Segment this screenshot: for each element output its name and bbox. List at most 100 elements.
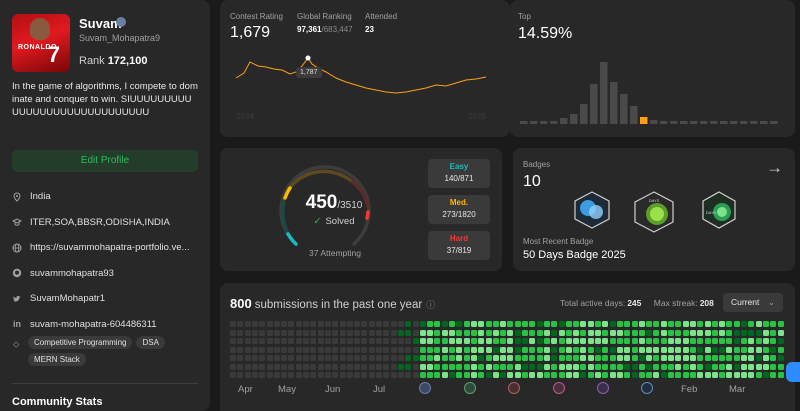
histogram-bar[interactable] <box>590 84 598 124</box>
heatmap-cell[interactable] <box>646 372 653 378</box>
heatmap-cell[interactable] <box>675 363 682 370</box>
heatmap-cell[interactable] <box>383 355 390 361</box>
heatmap-cell[interactable] <box>595 321 601 327</box>
histogram-bar[interactable] <box>640 117 648 124</box>
heatmap-cell[interactable] <box>646 338 653 344</box>
heatmap-cell[interactable] <box>697 372 704 378</box>
heatmap-cell[interactable] <box>412 329 419 336</box>
heatmap-cell[interactable] <box>237 355 244 361</box>
heatmap-cell[interactable] <box>726 363 733 370</box>
heatmap-cell[interactable] <box>230 372 236 378</box>
heatmap-cell[interactable] <box>361 372 368 378</box>
heatmap-cell[interactable] <box>733 346 740 353</box>
heatmap-cell[interactable] <box>558 321 565 327</box>
heatmap-cell[interactable] <box>536 346 543 353</box>
heatmap-cell[interactable] <box>646 355 653 361</box>
heatmap-cell[interactable] <box>354 363 361 370</box>
heatmap-cell[interactable] <box>251 321 258 327</box>
heatmap-cell[interactable] <box>689 338 696 344</box>
heatmap-cell[interactable] <box>741 363 747 370</box>
heatmap-cell[interactable] <box>573 329 580 336</box>
heatmap-cell[interactable] <box>470 338 477 344</box>
heatmap-cell[interactable] <box>463 338 470 344</box>
heatmap-cell[interactable] <box>441 372 448 378</box>
heatmap-cell[interactable] <box>631 329 638 336</box>
badge-icon[interactable] <box>597 382 609 394</box>
arrow-right-icon[interactable]: → <box>766 158 783 177</box>
heatmap-cell[interactable] <box>470 363 477 370</box>
heatmap-cell[interactable] <box>762 346 769 353</box>
heatmap-cell[interactable] <box>777 338 784 344</box>
histogram-bar[interactable] <box>680 121 688 124</box>
heatmap-cell[interactable] <box>638 355 645 361</box>
heatmap-cell[interactable] <box>273 363 280 370</box>
heatmap-cell[interactable] <box>595 329 601 336</box>
chat-button[interactable] <box>786 362 800 382</box>
heatmap-cell[interactable] <box>660 363 667 370</box>
heatmap-cell[interactable] <box>762 363 769 370</box>
heatmap-cell[interactable] <box>405 372 412 378</box>
heatmap-cell[interactable] <box>697 346 704 353</box>
heatmap-cell[interactable] <box>624 372 631 378</box>
heatmap-cell[interactable] <box>558 329 565 336</box>
heatmap-cell[interactable] <box>230 329 236 336</box>
heatmap-cell[interactable] <box>310 355 317 361</box>
heatmap-cell[interactable] <box>609 363 616 370</box>
heatmap-cell[interactable] <box>456 329 463 336</box>
heatmap-cell[interactable] <box>419 355 426 361</box>
easy-stat[interactable]: Easy 140/871 <box>428 159 490 188</box>
heatmap-cell[interactable] <box>419 363 426 370</box>
heatmap-cell[interactable] <box>551 321 558 327</box>
heatmap-cell[interactable] <box>755 346 762 353</box>
heatmap-cell[interactable] <box>668 363 674 370</box>
heatmap-cell[interactable] <box>697 321 704 327</box>
heatmap-cell[interactable] <box>704 321 711 327</box>
heatmap-cell[interactable] <box>558 363 565 370</box>
heatmap-cell[interactable] <box>711 329 718 336</box>
heatmap-cell[interactable] <box>616 329 623 336</box>
heatmap-cell[interactable] <box>770 346 777 353</box>
heatmap-cell[interactable] <box>427 329 434 336</box>
heatmap-cell[interactable] <box>412 321 419 327</box>
rating-line-chart[interactable] <box>230 40 500 125</box>
period-select[interactable]: Current ⌄ <box>723 293 783 312</box>
heatmap-cell[interactable] <box>434 321 441 327</box>
heatmap-cell[interactable] <box>478 355 485 361</box>
heatmap-cell[interactable] <box>682 338 689 344</box>
heatmap-cell[interactable] <box>719 321 726 327</box>
heatmap-cell[interactable] <box>777 329 784 336</box>
histogram-bar[interactable] <box>520 121 528 124</box>
heatmap-cell[interactable] <box>668 355 674 361</box>
heatmap-cell[interactable] <box>500 355 507 361</box>
heatmap-cell[interactable] <box>368 338 375 344</box>
heatmap-cell[interactable] <box>295 363 302 370</box>
heatmap-cell[interactable] <box>303 346 309 353</box>
heatmap-cell[interactable] <box>324 346 331 353</box>
heatmap-cell[interactable] <box>726 321 733 327</box>
heatmap-cell[interactable] <box>368 329 375 336</box>
heatmap-cell[interactable] <box>638 321 645 327</box>
heatmap-cell[interactable] <box>324 329 331 336</box>
heatmap-cell[interactable] <box>266 355 273 361</box>
heatmap-cell[interactable] <box>383 321 390 327</box>
heatmap-cell[interactable] <box>755 355 762 361</box>
info-github[interactable]: suvammohapatra93 <box>12 261 202 287</box>
heatmap-cell[interactable] <box>668 372 674 378</box>
heatmap-cell[interactable] <box>514 338 521 344</box>
heatmap-cell[interactable] <box>507 329 514 336</box>
heatmap-cell[interactable] <box>346 329 353 336</box>
heatmap-cell[interactable] <box>726 355 733 361</box>
heatmap-cell[interactable] <box>449 363 455 370</box>
heatmap-cell[interactable] <box>762 355 769 361</box>
heatmap-cell[interactable] <box>383 329 390 336</box>
heatmap-cell[interactable] <box>259 355 266 361</box>
heatmap-cell[interactable] <box>770 363 777 370</box>
heatmap-cell[interactable] <box>303 363 309 370</box>
heatmap-cell[interactable] <box>317 321 324 327</box>
heatmap-cell[interactable] <box>332 363 339 370</box>
heatmap-cell[interactable] <box>361 338 368 344</box>
heatmap-cell[interactable] <box>346 321 353 327</box>
heatmap-cell[interactable] <box>514 329 521 336</box>
heatmap-cell[interactable] <box>332 355 339 361</box>
heatmap-cell[interactable] <box>565 355 572 361</box>
